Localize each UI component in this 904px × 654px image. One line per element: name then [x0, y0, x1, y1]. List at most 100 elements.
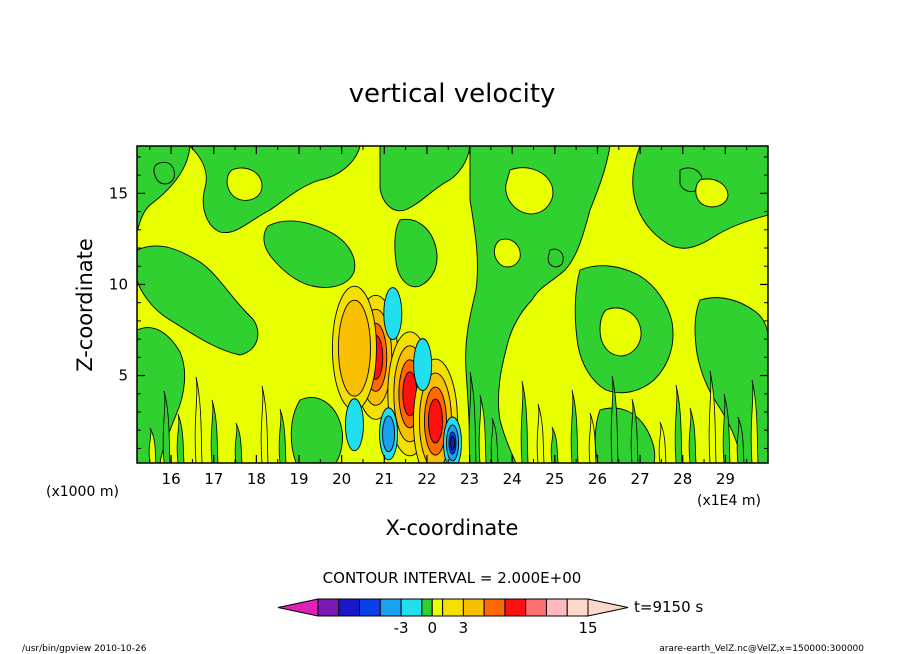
green-region-15: [290, 397, 343, 463]
colorbar-segment: [359, 598, 381, 617]
x-tick-label: 19: [289, 470, 308, 488]
colorbar-tick-label: 3: [459, 619, 469, 637]
colorbar-segment: [525, 598, 547, 617]
yellow-region-5: [599, 307, 642, 357]
y-unit-label: (x1000 m): [46, 484, 119, 500]
surface-streak: [736, 416, 745, 463]
colorbar-segment: [379, 598, 402, 617]
yellow-region-2: [505, 167, 554, 215]
surface-streak: [468, 371, 477, 463]
colorbar-tick-label: -3: [394, 619, 409, 637]
x-tick-label: 24: [503, 470, 522, 488]
x-tick-label: 16: [162, 470, 181, 488]
x-tick-label: 17: [204, 470, 223, 488]
x-unit-label: (x1E4 m): [697, 493, 761, 509]
x-tick-label: 28: [673, 470, 692, 488]
surface-streak: [520, 380, 529, 463]
surface-streak: [570, 389, 579, 463]
time-label: t=9150 s: [634, 598, 703, 616]
surface-streak: [478, 394, 487, 463]
surface-streak: [234, 422, 243, 463]
surface-streak: [550, 426, 559, 463]
surface-streak: [658, 421, 667, 463]
green-region-12: [394, 218, 438, 288]
x-tick-label: 22: [417, 470, 436, 488]
surface-streak: [630, 398, 639, 463]
x-tick-label: 26: [588, 470, 607, 488]
surface-streak: [536, 403, 545, 463]
x-tick-label: 27: [631, 470, 650, 488]
y-axis-label: Z-coordinate: [73, 238, 97, 372]
colorbar-segment: [483, 598, 506, 617]
y-tick-label: 10: [109, 275, 128, 293]
surface-streak: [750, 379, 759, 463]
downdraft-cell-7: [383, 287, 403, 341]
colorbar-tick-label: 0: [427, 619, 437, 637]
downdraft-cell-5: [382, 415, 395, 453]
yellow-region-4: [695, 178, 729, 208]
updraft-cell-3: [427, 398, 443, 444]
yellow-region-3: [493, 238, 521, 268]
surface-streak: [162, 390, 171, 463]
x-tick-label: 21: [375, 470, 394, 488]
colorbar-segment: [504, 598, 527, 617]
downdraft-cell-8: [413, 338, 433, 392]
contour-interval-label: CONTOUR INTERVAL = 2.000E+00: [323, 569, 582, 587]
downdraft-cell-9: [450, 435, 455, 451]
footer-right: arare-earth_VelZ.nc@VelZ,x=150000:300000: [659, 644, 864, 654]
surface-streak: [194, 376, 203, 463]
colorbar-arrow-high: [587, 598, 629, 617]
green-region-7: [465, 146, 611, 463]
surface-streak: [260, 385, 269, 463]
updraft-cell-4: [337, 299, 371, 397]
footer-left: /usr/bin/gpview 2010-10-26: [22, 644, 147, 654]
green-region-4: [189, 146, 361, 234]
colorbar-segment: [317, 598, 340, 617]
x-axis-label: X-coordinate: [386, 516, 519, 540]
colorbar-tick-label: 15: [578, 619, 597, 637]
x-tick-label: 18: [247, 470, 266, 488]
colorbar-segment: [338, 598, 361, 617]
x-tick-label: 25: [545, 470, 564, 488]
surface-streak: [210, 399, 219, 463]
downdraft-cell-6: [344, 398, 364, 452]
y-axis: 5 10 15: [109, 156, 768, 449]
x-tick-label: 20: [332, 470, 351, 488]
surface-streak: [688, 407, 697, 463]
surface-streak: [588, 412, 597, 463]
plot-frame: [136, 145, 769, 464]
green-region-14: [547, 248, 564, 268]
x-axis: 16 17 18 19 20 21 22 23 24 25 26 27 28 29: [149, 146, 748, 488]
green-region-10: [694, 297, 768, 463]
plot-area: 16 17 18 19 20 21 22 23 24 25 26 27 28 29 5 10 15: [109, 145, 769, 488]
y-tick-label: 15: [109, 184, 128, 202]
surface-streak: [722, 393, 731, 463]
green-region-1: [137, 146, 191, 233]
y-tick-label: 5: [118, 367, 128, 385]
colorbar-segment: [421, 598, 433, 617]
green-region-2: [137, 245, 259, 356]
x-tick-label: 23: [460, 470, 479, 488]
colorbar-segment: [462, 598, 485, 617]
contour-fields: [137, 146, 768, 463]
colorbar-segment: [400, 598, 423, 617]
yellow-region-1: [226, 167, 263, 201]
surface-streak: [176, 413, 185, 463]
surface-streak: [148, 427, 157, 463]
green-region-11: [594, 407, 656, 463]
green-region-6: [379, 146, 471, 212]
colorbar-arrow-low: [277, 598, 319, 617]
colorbar-segment: [545, 598, 568, 617]
surface-streak: [708, 370, 717, 463]
surface-streak: [278, 408, 287, 463]
colorbar-segment: [431, 598, 444, 617]
surface-streak: [610, 375, 619, 463]
green-region-5: [263, 220, 356, 288]
green-region-13: [153, 161, 175, 185]
colorbar-segment: [442, 598, 464, 617]
surface-streak: [674, 384, 683, 463]
colorbar-segment: [566, 598, 589, 617]
x-tick-label: 29: [716, 470, 735, 488]
chart-title: vertical velocity: [349, 79, 556, 109]
colorbar: -3 0 3 15: [277, 598, 629, 637]
